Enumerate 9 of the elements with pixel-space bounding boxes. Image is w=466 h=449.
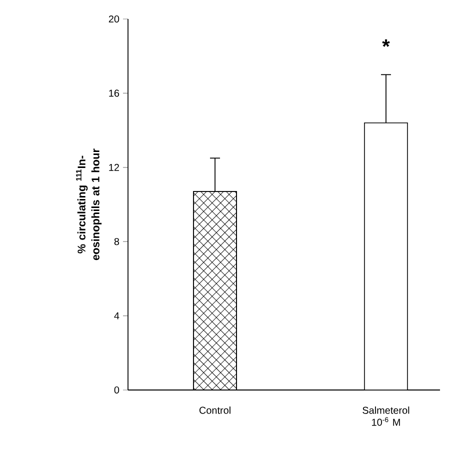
y-tick-label: 8 [114,238,120,246]
y-tick-label: 16 [109,90,120,97]
x-tick-label: Salmeterol 10$^{-6}$ M [362,406,410,426]
y-tick-label: 20 [108,15,120,23]
x-tick-label: Control [199,406,230,414]
y-tick-label: 12 [109,164,119,171]
annotation: * [382,39,390,47]
y-tick-label: 4 [114,312,120,320]
y-tick-label: 0 [114,386,120,394]
